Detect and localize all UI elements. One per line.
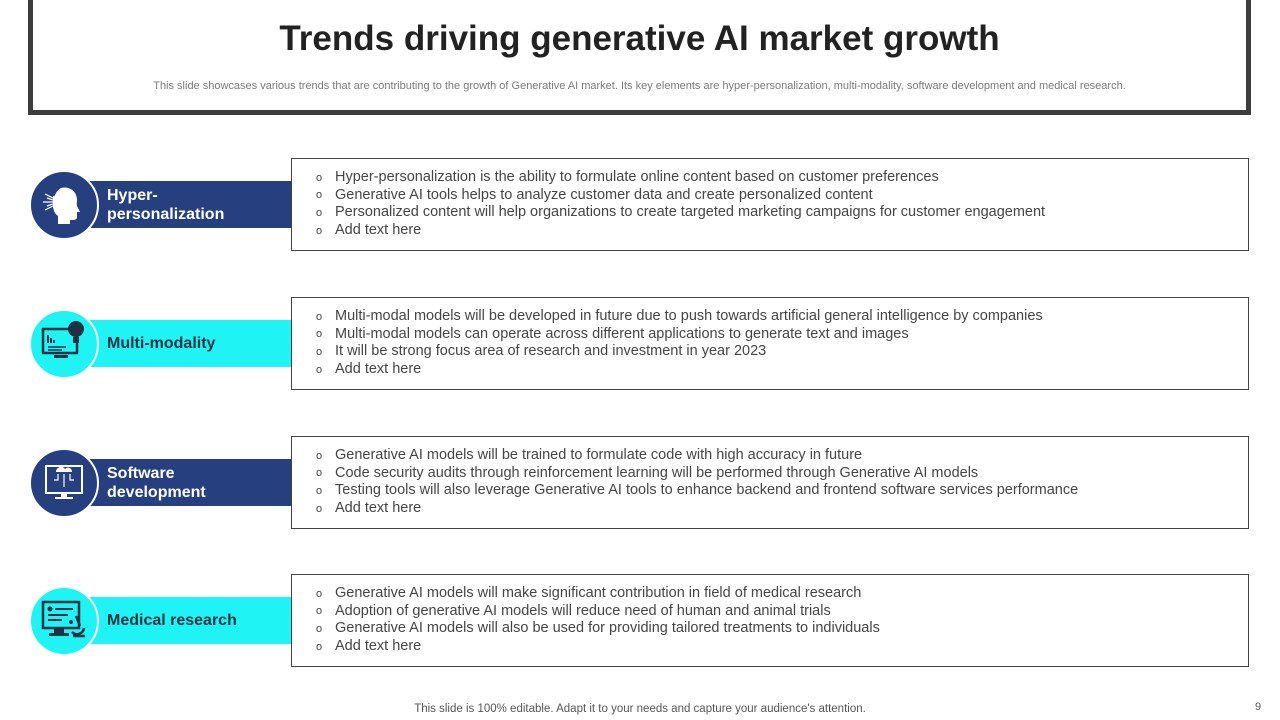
bullet-icon: o bbox=[316, 587, 323, 600]
trend-label-line: Medical research bbox=[107, 612, 237, 629]
bullet-icon: o bbox=[316, 345, 323, 358]
trend-icon-circle bbox=[29, 586, 99, 656]
list-item-text: Adoption of generative AI models will re… bbox=[335, 602, 831, 619]
bullet-icon: o bbox=[316, 224, 323, 237]
trend-label-bar: Multi-modality bbox=[84, 320, 292, 367]
trend-details-box: o Multi-modal models will be developed in… bbox=[291, 297, 1249, 390]
list-item-text: Generative AI tools helps to analyze cus… bbox=[335, 186, 873, 203]
list-item: o Generative AI models will also be used … bbox=[316, 620, 1248, 638]
list-item-text: Add text here bbox=[335, 222, 422, 239]
trend-label-line: Software bbox=[107, 464, 175, 482]
list-item: o Adoption of generative AI models will r… bbox=[316, 603, 1248, 621]
list-item-text: Generative AI models will be trained to … bbox=[335, 447, 863, 464]
list-item-text: Hyper-personalization is the ability to … bbox=[335, 169, 939, 186]
list-item-text: Testing tools will also leverage Generat… bbox=[335, 482, 1079, 499]
trend-label: Hyper-personalization bbox=[107, 181, 224, 228]
trend-label-line: Hyper- bbox=[107, 186, 158, 204]
list-item-text: Generative AI models will make significa… bbox=[335, 585, 862, 602]
head-speaking-icon bbox=[41, 180, 87, 231]
trend-label-line: Multi-modality bbox=[107, 335, 216, 352]
trend-label-line: personalization bbox=[107, 205, 225, 223]
trend-row: Software development o Generative AI model… bbox=[0, 436, 1280, 530]
trend-icon-circle bbox=[29, 170, 99, 240]
list-item: o Add text here bbox=[316, 222, 1248, 240]
trend-icon-circle bbox=[29, 448, 99, 518]
list-item: o Multi-modal models will be developed in… bbox=[316, 308, 1248, 326]
trend-label-line: development bbox=[107, 483, 206, 501]
list-item-text: Multi-modal models can operate across di… bbox=[335, 325, 909, 342]
bullet-icon: o bbox=[316, 484, 323, 497]
list-item-text: Generative AI models will also be used f… bbox=[335, 620, 880, 637]
trend-details-box: o Hyper-personalization is the ability to… bbox=[291, 158, 1249, 251]
trend-row: Medical research o Generative AI models w… bbox=[0, 574, 1280, 668]
footer-note: This slide is 100% editable. Adapt it to… bbox=[414, 703, 866, 715]
bullet-icon: o bbox=[316, 363, 323, 376]
bullet-icon: o bbox=[316, 640, 323, 653]
list-item-text: It will be strong focus area of research… bbox=[335, 343, 767, 360]
trend-label-bar: Hyper-personalization bbox=[84, 181, 292, 228]
list-item: o Add text here bbox=[316, 361, 1248, 379]
bullet-icon: o bbox=[316, 502, 323, 515]
trend-label: Software development bbox=[107, 459, 206, 506]
bullet-icon: o bbox=[316, 171, 323, 184]
list-item: o Generative AI models will be trained to… bbox=[316, 447, 1248, 465]
list-item-text: Add text here bbox=[335, 638, 422, 655]
trend-label-bar: Software development bbox=[84, 459, 292, 506]
page-title: Trends driving generative AI market grow… bbox=[279, 19, 1000, 58]
trend-icon-circle bbox=[29, 309, 99, 379]
bullet-icon: o bbox=[316, 605, 323, 618]
list-item: o It will be strong focus area of researc… bbox=[316, 343, 1248, 361]
trend-label: Medical research bbox=[107, 597, 237, 644]
trend-row: Hyper-personalization o Hyper-personaliza… bbox=[0, 158, 1280, 252]
monitor-brain-bulb-icon bbox=[40, 319, 88, 370]
header-box: Trends driving generative AI market grow… bbox=[28, 0, 1251, 115]
bullet-icon: o bbox=[316, 206, 323, 219]
list-item: o Generative AI tools helps to analyze cu… bbox=[316, 187, 1248, 205]
trend-label: Multi-modality bbox=[107, 320, 215, 367]
bullet-icon: o bbox=[316, 310, 323, 323]
list-item: o Add text here bbox=[316, 500, 1248, 518]
list-item: o Multi-modal models can operate across d… bbox=[316, 326, 1248, 344]
trend-label-bar: Medical research bbox=[84, 597, 292, 644]
list-item-text: Add text here bbox=[335, 361, 422, 378]
list-item-text: Add text here bbox=[335, 500, 422, 517]
list-item: o Add text here bbox=[316, 638, 1248, 656]
monitor-cloud-gear-icon bbox=[41, 458, 87, 509]
trend-row: Multi-modality o Multi-modal models will … bbox=[0, 297, 1280, 391]
monitor-microscope-icon bbox=[40, 596, 88, 647]
list-item: o Testing tools will also leverage Genera… bbox=[316, 482, 1248, 500]
list-item: o Code security audits through reinforcem… bbox=[316, 465, 1248, 483]
trend-details-box: o Generative AI models will be trained to… bbox=[291, 436, 1249, 529]
list-item: o Hyper-personalization is the ability to… bbox=[316, 169, 1248, 187]
bullet-icon: o bbox=[316, 189, 323, 202]
list-item-text: Code security audits through reinforceme… bbox=[335, 464, 979, 481]
bullet-icon: o bbox=[316, 467, 323, 480]
bullet-icon: o bbox=[316, 449, 323, 462]
bullet-icon: o bbox=[316, 622, 323, 635]
trend-details-box: o Generative AI models will make signific… bbox=[291, 574, 1249, 667]
list-item-text: Multi-modal models will be developed in … bbox=[335, 308, 1043, 325]
bullet-icon: o bbox=[316, 328, 323, 341]
list-item-text: Personalized content will help organizat… bbox=[335, 204, 1046, 221]
list-item: o Generative AI models will make signific… bbox=[316, 585, 1248, 603]
page-number: 9 bbox=[1255, 701, 1262, 713]
list-item: o Personalized content will help organiza… bbox=[316, 204, 1248, 222]
page-subtitle: This slide showcases various trends that… bbox=[153, 80, 1126, 92]
